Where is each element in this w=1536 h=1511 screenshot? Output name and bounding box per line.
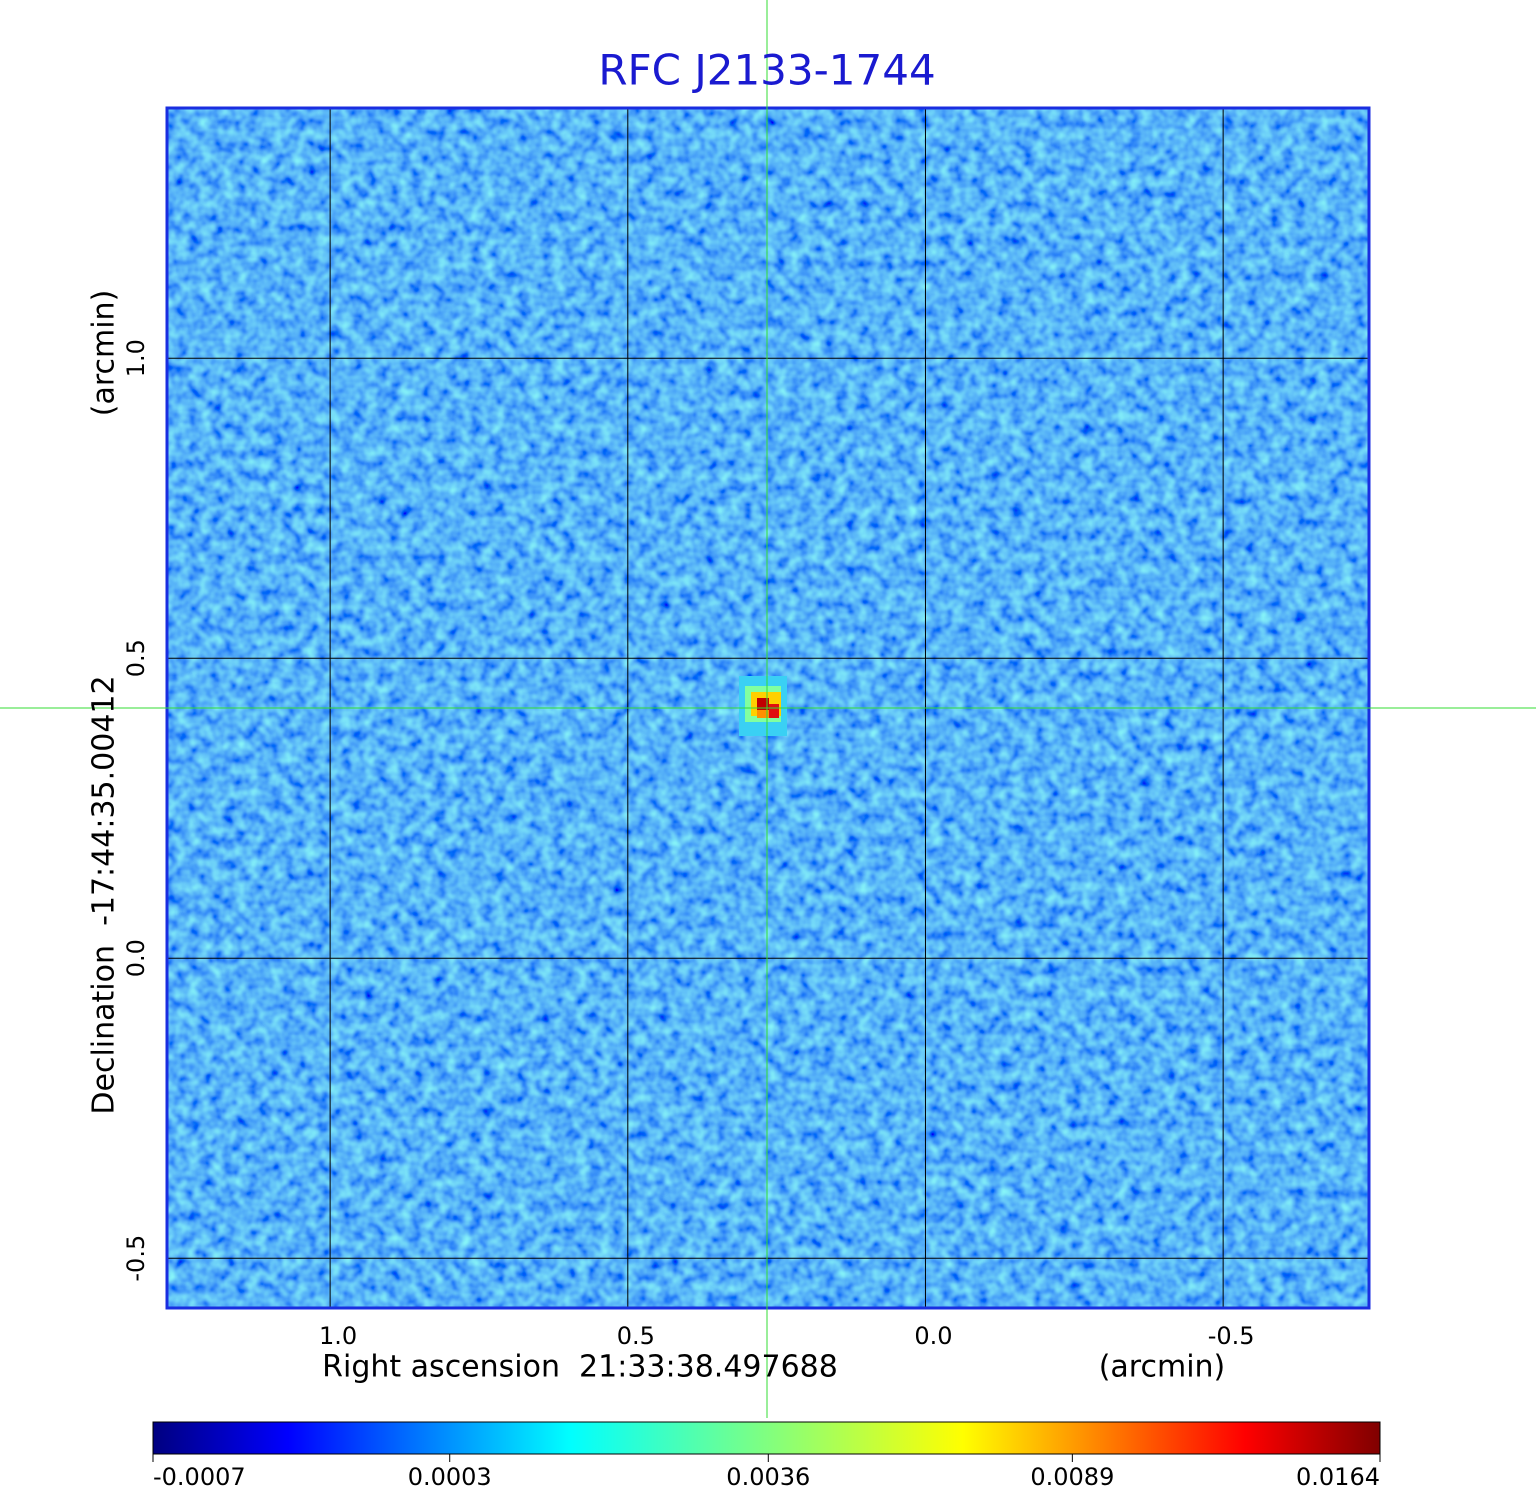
y-tick-label: 0.0 (122, 939, 150, 977)
colorbar-tick-label: -0.0007 (153, 1463, 246, 1491)
source-peak (757, 698, 769, 710)
colorbar-tick-label: 0.0089 (1030, 1463, 1114, 1491)
y-tick-label: 0.5 (122, 639, 150, 677)
x-tick-label: 0.0 (914, 1322, 952, 1350)
colorbar-ticks: -0.0007 0.0003 0.0036 0.0089 0.0164 (152, 1454, 1381, 1491)
y-tick-label: -0.5 (122, 1235, 150, 1282)
x-tick-label: 1.0 (319, 1322, 357, 1350)
source-peak (769, 704, 779, 718)
y-tick-label: 1.0 (122, 339, 150, 377)
y-unit: (arcmin) (87, 290, 122, 417)
y-label: Declination -17:44:35.00412 (87, 675, 122, 1114)
x-unit: (arcmin) (1099, 1350, 1226, 1385)
x-label: Right ascension 21:33:38.497688 (322, 1350, 838, 1385)
source (739, 676, 787, 736)
colorbar-tick-label: 0.0036 (726, 1463, 810, 1491)
x-tick-label: 0.5 (617, 1322, 655, 1350)
colorbar (152, 1421, 1381, 1455)
title: RFC J2133-1744 (598, 46, 935, 95)
x-tick-label: -0.5 (1208, 1322, 1255, 1350)
source-core (757, 710, 769, 718)
colorbar-tick-label: 0.0003 (408, 1463, 492, 1491)
colorbar-tick-label: 0.0164 (1296, 1463, 1380, 1491)
